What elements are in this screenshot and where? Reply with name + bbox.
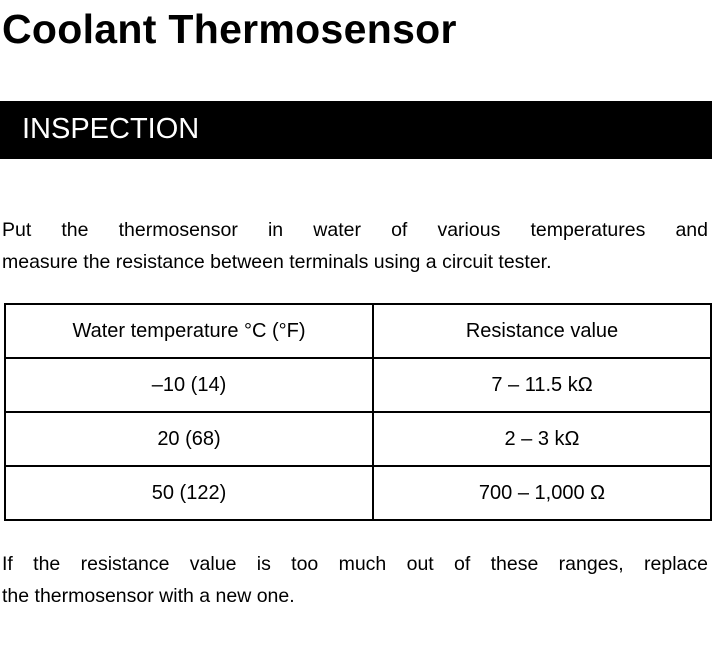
- page-title: Coolant Thermosensor: [2, 6, 457, 52]
- table-cell: 50 (122): [4, 465, 374, 521]
- table-cell: 7 – 11.5 kΩ: [372, 357, 712, 413]
- text-line: Put the thermosensor in water of various…: [2, 219, 708, 241]
- table-cell: 700 – 1,000 Ω: [372, 465, 712, 521]
- section-bar: INSPECTION: [0, 101, 712, 159]
- spec-table: Water temperature °C (°F) Resistance val…: [4, 303, 712, 521]
- header-cell: Water temperature °C (°F): [4, 303, 374, 359]
- text-line: the thermosensor with a new one.: [2, 585, 295, 607]
- header-row: Water temperature °C (°F) Resistance val…: [4, 303, 712, 359]
- table-row: 20 (68) 2 – 3 kΩ: [4, 411, 712, 467]
- section-title: INSPECTION: [22, 113, 200, 145]
- header-cell: Resistance value: [372, 303, 712, 359]
- table-cell: 20 (68): [4, 411, 374, 467]
- intro-paragraph: Put the thermosensor in water of various…: [2, 214, 708, 278]
- table-row: 50 (122) 700 – 1,000 Ω: [4, 465, 712, 521]
- note-paragraph: If the resistance value is too much out …: [2, 548, 708, 612]
- table-row: –10 (14) 7 – 11.5 kΩ: [4, 357, 712, 413]
- text-line: measure the resistance between terminals…: [2, 251, 552, 273]
- table-cell: 2 – 3 kΩ: [372, 411, 712, 467]
- text-line: If the resistance value is too much out …: [2, 553, 708, 575]
- table-cell: –10 (14): [4, 357, 374, 413]
